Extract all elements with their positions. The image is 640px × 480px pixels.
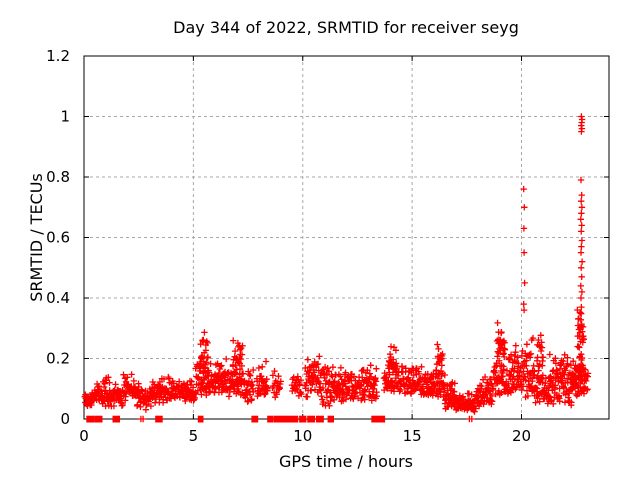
zero-run-marker [267, 415, 274, 423]
zero-run-marker [327, 415, 334, 423]
zero-run-marker [371, 415, 386, 423]
zero-run-marker [155, 415, 163, 423]
zero-run-marker [316, 415, 324, 423]
zero-run-marker [307, 415, 316, 423]
y-tick-label: 1.2 [46, 47, 70, 65]
y-tick-label: 0 [60, 410, 70, 428]
y-tick-label: 0.4 [46, 289, 70, 307]
zero-run-marker [251, 415, 259, 423]
x-tick-label: 0 [79, 427, 89, 445]
data-point-markers [81, 113, 592, 423]
zero-run-marker [197, 415, 204, 423]
scatter-series [81, 113, 592, 423]
zero-run-marker [299, 415, 307, 423]
zero-run-marker [284, 415, 299, 423]
y-axis-label: SRMTID / TECUs [27, 173, 46, 302]
x-tick-label: 15 [403, 427, 422, 445]
y-tick-label: 1 [60, 108, 70, 126]
y-tick-label: 0.6 [46, 229, 70, 247]
x-tick-label: 20 [512, 427, 531, 445]
y-tick-labels: 0 0.2 0.4 0.6 0.8 1 1.2 [46, 47, 70, 428]
x-tick-labels: 0 5 10 15 20 [79, 427, 531, 445]
y-tick-label: 0.2 [46, 350, 70, 368]
x-tick-label: 5 [189, 427, 199, 445]
zero-run-marker [95, 415, 103, 423]
axis-ticks [83, 55, 609, 420]
zero-run-marker [273, 415, 285, 423]
zero-run-marker [112, 415, 120, 423]
chart-title: Day 344 of 2022, SRMTID for receiver sey… [173, 18, 519, 37]
zero-value-markers [86, 415, 386, 423]
x-tick-label: 10 [293, 427, 312, 445]
y-tick-label: 0.8 [46, 168, 70, 186]
x-axis-label: GPS time / hours [279, 452, 413, 471]
zero-run-marker [86, 415, 95, 423]
